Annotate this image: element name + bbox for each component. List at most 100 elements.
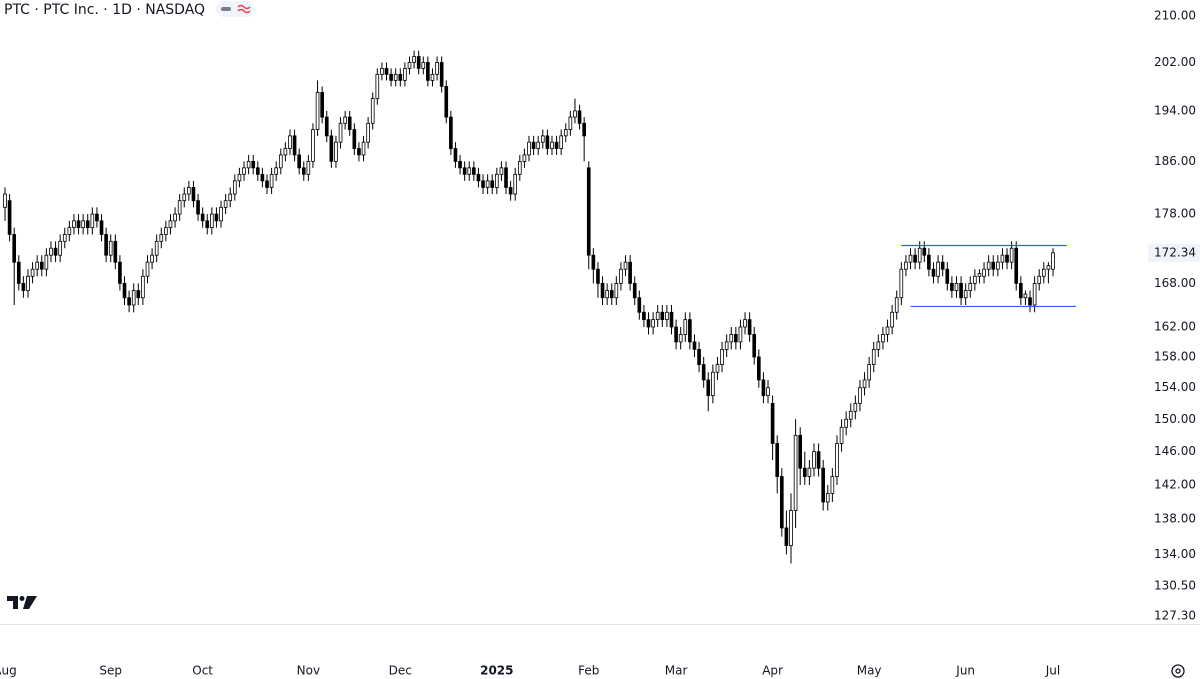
candle-body	[954, 282, 959, 291]
y-tick-label: 142.00	[1154, 477, 1196, 491]
candle-body	[853, 402, 858, 412]
candle-body	[913, 254, 917, 263]
candle-body	[554, 141, 559, 149]
candle-body	[191, 187, 196, 202]
candle-body	[228, 193, 233, 202]
candle-body	[444, 86, 449, 118]
candle-body	[798, 434, 803, 469]
candle-body	[439, 62, 444, 87]
candle-body	[996, 261, 1000, 270]
indicator-toggle[interactable]	[216, 1, 254, 17]
x-tick-label: 2025	[480, 664, 513, 678]
candle-body	[789, 510, 793, 546]
candle-body	[274, 167, 279, 175]
x-tick-label: Sep	[99, 664, 122, 678]
candle-body	[614, 282, 619, 299]
chart-title: PTC · PTC Inc. · 1D · NASDAQ	[4, 2, 205, 18]
candle-body	[1023, 293, 1028, 299]
candle-body	[154, 240, 159, 256]
candle-body	[426, 62, 430, 81]
candle-body	[683, 319, 688, 335]
candle-body	[766, 387, 770, 396]
candle-body	[187, 187, 191, 195]
candle-body	[485, 180, 490, 188]
candles	[3, 50, 1055, 564]
candle-body	[118, 261, 122, 284]
candle-body	[210, 213, 214, 229]
candle-body	[182, 193, 187, 202]
x-tick-label: Jul	[1045, 664, 1060, 678]
candle-body	[104, 234, 108, 256]
candle-body	[1000, 254, 1005, 263]
candle-body	[1014, 247, 1019, 284]
candle-body	[90, 213, 95, 229]
candle-body	[637, 297, 642, 313]
candle-body	[384, 67, 389, 75]
candle-body	[81, 220, 85, 229]
candle-body	[646, 319, 651, 328]
candle-body	[21, 282, 26, 291]
candle-body	[1032, 282, 1037, 306]
candle-body	[481, 180, 485, 188]
candle-body	[472, 167, 476, 175]
candle-body	[701, 364, 706, 381]
y-tick-label: 162.00	[1154, 319, 1196, 333]
candle-body	[173, 213, 177, 222]
candle-body	[12, 234, 17, 263]
settings-icon[interactable]	[1171, 664, 1185, 678]
candle-body	[352, 129, 357, 149]
candle-body	[421, 62, 426, 69]
candle-body	[435, 62, 439, 75]
candle-body	[885, 326, 890, 335]
candle-body	[545, 135, 550, 149]
candle-body	[559, 135, 564, 149]
candle-body	[1051, 252, 1055, 270]
candle-body	[122, 282, 127, 299]
candle-body	[26, 275, 30, 291]
last-price-label: 172.34	[1154, 245, 1196, 259]
candle-body	[692, 341, 697, 350]
y-tick-label: 127.30	[1154, 608, 1196, 622]
candle-body	[807, 467, 812, 477]
candle-body	[835, 443, 839, 477]
candle-body	[412, 56, 416, 63]
candle-body	[711, 371, 715, 396]
candle-body	[131, 290, 136, 306]
candle-body	[724, 341, 729, 350]
candle-body	[30, 268, 35, 277]
candle-body	[205, 220, 210, 229]
candle-body	[522, 154, 527, 162]
candle-body	[573, 110, 577, 118]
candle-body	[76, 220, 81, 229]
candle-body	[39, 261, 44, 270]
candle-body	[802, 467, 807, 477]
candle-body	[563, 129, 568, 137]
candle-body	[609, 290, 614, 299]
candle-body	[343, 116, 347, 124]
candle-body	[904, 261, 908, 270]
candle-body	[53, 247, 58, 256]
candle-body	[536, 141, 541, 149]
candle-body	[959, 282, 963, 299]
candle-body	[940, 261, 945, 270]
candle-body	[517, 160, 522, 175]
candle-body	[973, 275, 977, 284]
y-tick-label: 130.50	[1154, 579, 1196, 593]
y-tick-label: 158.00	[1154, 349, 1196, 363]
candle-body	[899, 268, 904, 299]
candle-body	[200, 213, 205, 222]
candle-body	[315, 92, 320, 130]
candle-body	[720, 348, 724, 365]
candle-body	[1005, 254, 1009, 263]
candle-body	[738, 326, 743, 343]
x-tick-label: Apr	[762, 664, 783, 678]
candle-body	[605, 290, 609, 299]
candle-body	[867, 364, 871, 381]
candle-body	[453, 148, 458, 162]
candle-body	[936, 261, 940, 277]
y-tick-label: 146.00	[1154, 444, 1196, 458]
candle-body	[991, 261, 996, 270]
candle-body	[890, 311, 894, 328]
candle-body	[591, 254, 596, 270]
icon	[221, 7, 231, 11]
